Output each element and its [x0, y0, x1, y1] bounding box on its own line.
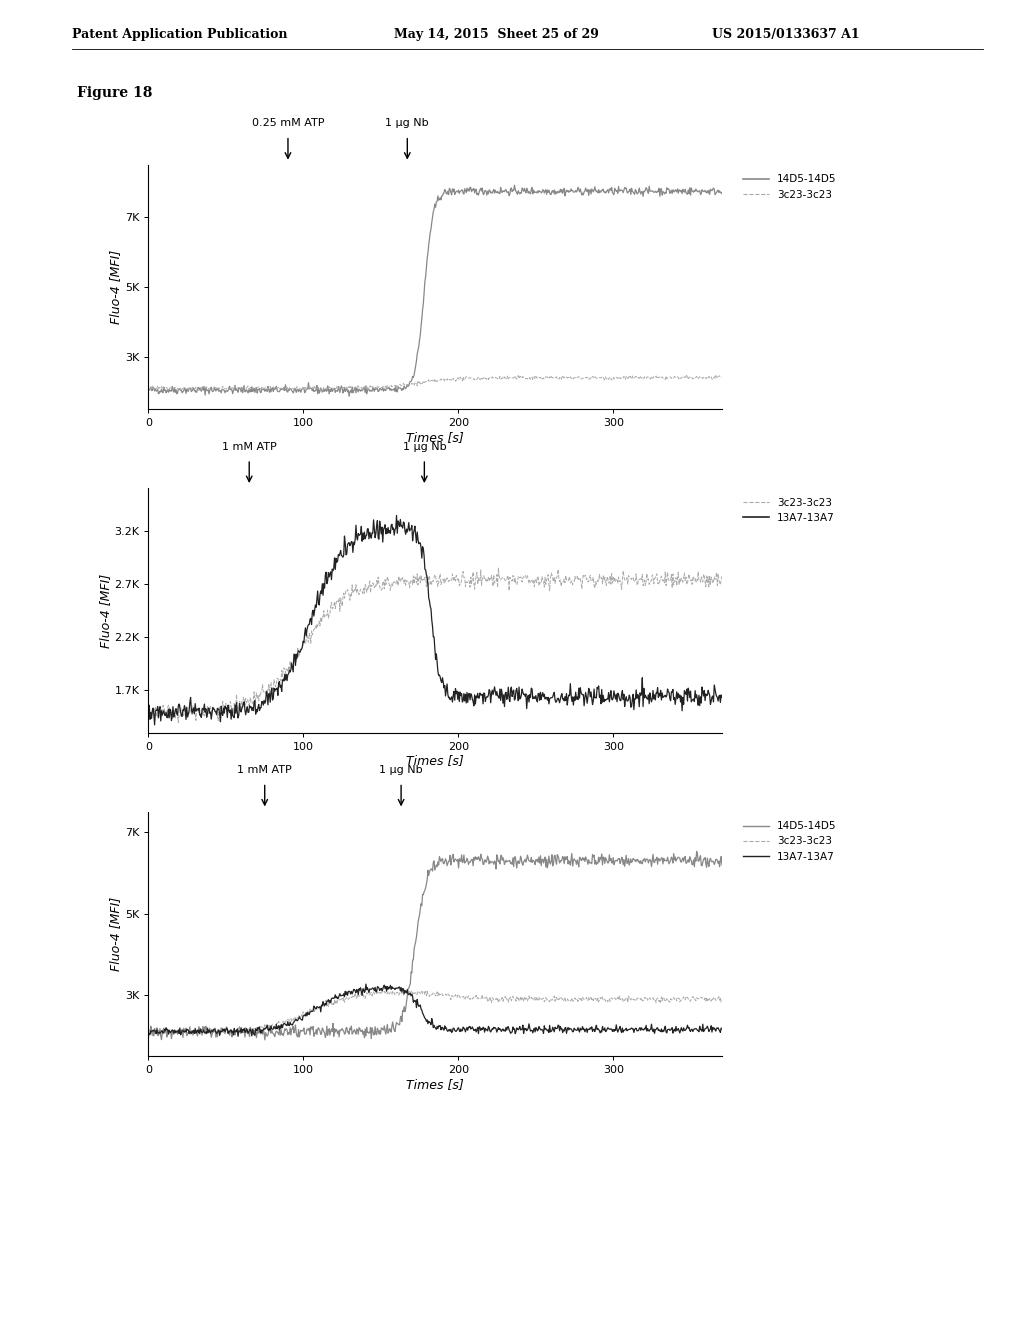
X-axis label: Times [s]: Times [s] — [407, 1078, 464, 1090]
Text: US 2015/0133637 A1: US 2015/0133637 A1 — [712, 28, 859, 41]
X-axis label: Times [s]: Times [s] — [407, 432, 464, 444]
Y-axis label: Fluo-4 [MFI]: Fluo-4 [MFI] — [110, 249, 122, 325]
Text: Figure 18: Figure 18 — [77, 86, 153, 100]
Y-axis label: Fluo-4 [MFI]: Fluo-4 [MFI] — [98, 573, 112, 648]
Legend: 14D5-14D5, 3c23-3c23, 13A7-13A7: 14D5-14D5, 3c23-3c23, 13A7-13A7 — [738, 817, 841, 866]
Text: Patent Application Publication: Patent Application Publication — [72, 28, 287, 41]
Text: 1 μg Nb: 1 μg Nb — [379, 766, 423, 775]
Text: 1 μg Nb: 1 μg Nb — [402, 442, 446, 451]
Text: 0.25 mM ATP: 0.25 mM ATP — [252, 119, 325, 128]
Legend: 3c23-3c23, 13A7-13A7: 3c23-3c23, 13A7-13A7 — [738, 494, 839, 527]
X-axis label: Times [s]: Times [s] — [407, 755, 464, 767]
Text: 1 mM ATP: 1 mM ATP — [238, 766, 292, 775]
Text: May 14, 2015  Sheet 25 of 29: May 14, 2015 Sheet 25 of 29 — [394, 28, 599, 41]
Y-axis label: Fluo-4 [MFI]: Fluo-4 [MFI] — [110, 896, 122, 972]
Text: 1 mM ATP: 1 mM ATP — [222, 442, 276, 451]
Text: 1 μg Nb: 1 μg Nb — [385, 119, 429, 128]
Legend: 14D5-14D5, 3c23-3c23: 14D5-14D5, 3c23-3c23 — [738, 170, 841, 203]
